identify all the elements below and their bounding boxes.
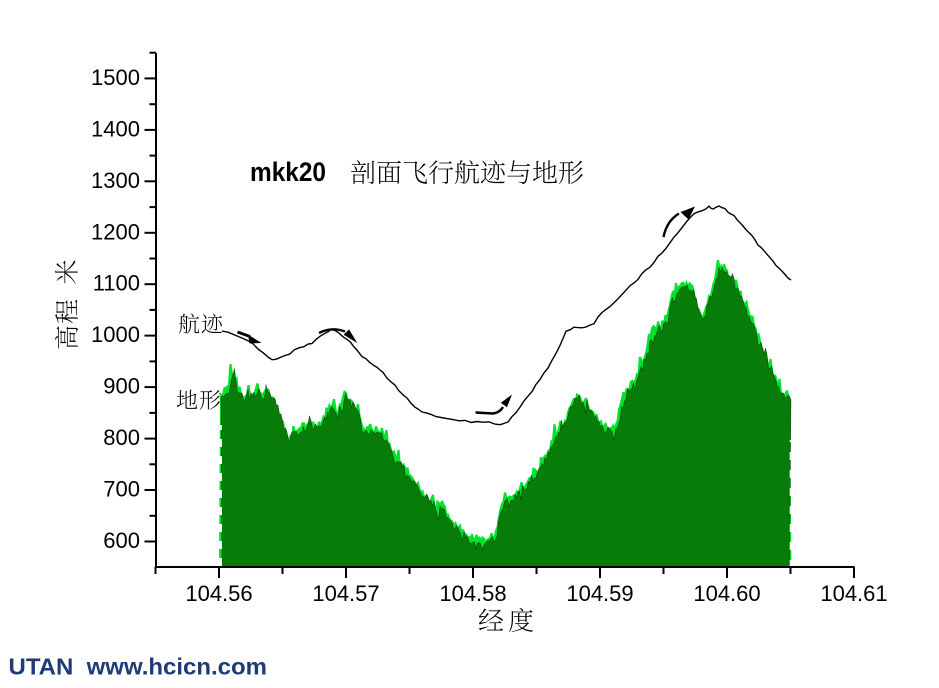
svg-text:1100: 1100 — [93, 271, 140, 296]
svg-text:1200: 1200 — [91, 219, 140, 244]
svg-text:1300: 1300 — [91, 168, 140, 193]
svg-text:900: 900 — [103, 374, 140, 399]
svg-text:700: 700 — [103, 477, 140, 502]
svg-text:1500: 1500 — [91, 65, 140, 90]
svg-text:104.56: 104.56 — [185, 581, 252, 606]
svg-text:104.57: 104.57 — [312, 581, 379, 606]
svg-text:1000: 1000 — [91, 322, 140, 347]
svg-text:104.59: 104.59 — [566, 581, 633, 606]
svg-text:mkk20: mkk20 — [250, 157, 326, 187]
svg-text:104.60: 104.60 — [693, 581, 760, 606]
svg-text:104.61: 104.61 — [820, 581, 887, 606]
svg-text:UTAN www.hcicn.com: UTAN www.hcicn.com — [9, 654, 268, 680]
svg-text:800: 800 — [103, 425, 140, 450]
svg-text:600: 600 — [103, 528, 140, 553]
svg-text:1400: 1400 — [91, 116, 140, 141]
svg-text:104.58: 104.58 — [439, 581, 506, 606]
